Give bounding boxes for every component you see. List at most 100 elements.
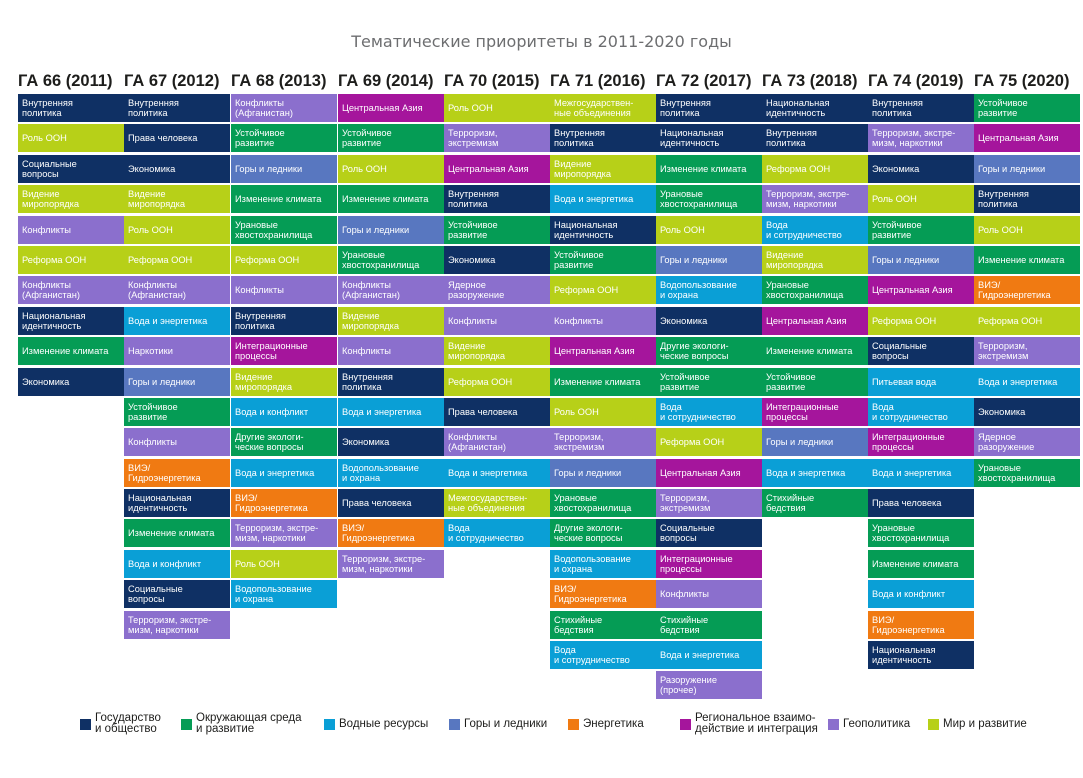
topic-cell: Роль ООН — [444, 94, 550, 122]
topic-cell: Роль ООН — [656, 215, 762, 244]
topic-cell: Другие экологи- ческие вопросы — [656, 337, 762, 366]
topic-cell: Внутренняя политика — [762, 124, 868, 153]
topic-cell: Вода и сотрудничество — [656, 397, 762, 426]
topic-cell: Питьевая вода — [868, 367, 974, 396]
topic-cell: Права человека — [338, 489, 444, 518]
topic-cell: ВИЭ/ Гидроэнергетика — [550, 580, 656, 609]
topic-cell: Стихийные бедствия — [550, 610, 656, 639]
legend-swatch — [449, 718, 460, 730]
legend-label: Геополитика — [843, 717, 911, 730]
topic-cell: Социальные вопросы — [18, 154, 124, 183]
topic-cell: Разоружение (прочее) — [656, 671, 762, 700]
topic-cell: Вода и энергетика — [762, 458, 868, 487]
topic-cell: Вода и энергетика — [124, 306, 230, 335]
legend-label: Горы и ледники — [464, 717, 548, 730]
legend-swatch — [324, 718, 335, 730]
topic-cell: Наркотики — [124, 337, 230, 366]
topic-cell: Реформа ООН — [762, 154, 868, 183]
legend-label: Региональное взаимо- действие и интеграц… — [695, 712, 818, 735]
topic-cell: Реформа ООН — [124, 245, 230, 274]
legend-item-energy: Энергетика — [568, 712, 644, 736]
topic-cell: Изменение климата — [124, 519, 230, 548]
topic-cell: Внутренняя политика — [18, 94, 124, 122]
topic-cell: Внутренняя политика — [338, 367, 444, 396]
topic-cell: Вода и энергетика — [231, 458, 337, 487]
topic-cell: Внутренняя политика — [550, 124, 656, 153]
legend-item-water: Водные ресурсы — [324, 712, 428, 736]
topic-cell: Конфликты — [124, 428, 230, 457]
legend-label: Энергетика — [583, 717, 644, 730]
column-header: ГА 75 (2020) — [974, 72, 1070, 90]
topic-cell: Внутренняя политика — [974, 185, 1080, 214]
topic-cell: Межгосударствен- ные объединения — [550, 94, 656, 122]
topic-cell: Социальные вопросы — [656, 519, 762, 548]
topic-cell: Вода и сотрудничество — [444, 519, 550, 548]
column-header: ГА 66 (2011) — [18, 72, 113, 90]
topic-cell: Горы и ледники — [762, 428, 868, 457]
topic-cell: Стихийные бедствия — [656, 610, 762, 639]
topic-cell: Конфликты — [444, 306, 550, 335]
topic-cell: Национальная идентичность — [124, 489, 230, 518]
topic-cell: Роль ООН — [550, 397, 656, 426]
topic-cell: Экономика — [124, 154, 230, 183]
topic-cell: Центральная Азия — [868, 276, 974, 305]
topic-cell: Видение миропорядка — [18, 185, 124, 214]
legend-item-peace: Мир и развитие — [928, 712, 1027, 736]
topic-cell: Интеграционные процессы — [762, 397, 868, 426]
column-1: ГА 66 (2011) Внутренняя политика Роль ООН С… — [18, 72, 124, 398]
topic-cell: Внутренняя политика — [868, 94, 974, 122]
topic-cell: Водопользование и охрана — [231, 580, 337, 609]
topic-cell: Терроризм, экстре- мизм, наркотики — [338, 549, 444, 578]
topic-cell: Видение миропорядка — [444, 337, 550, 366]
topic-cell: Горы и ледники — [656, 245, 762, 274]
column-header: ГА 73 (2018) — [762, 72, 858, 90]
legend-item-geo: Геополитика — [828, 712, 910, 736]
topic-cell: Центральная Азия — [974, 124, 1080, 153]
topic-cell: Реформа ООН — [444, 367, 550, 396]
topic-cell: Видение миропорядка — [762, 245, 868, 274]
topic-cell: ВИЭ/ Гидроэнергетика — [868, 610, 974, 639]
column-9: ГА 74 (2019) Внутренняя политика Терроризм… — [868, 72, 974, 671]
topic-cell: Устойчивое развитие — [974, 94, 1080, 122]
topic-cell: Национальная идентичность — [656, 124, 762, 153]
topic-cell: Видение миропорядка — [550, 154, 656, 183]
topic-cell: Реформа ООН — [974, 306, 1080, 335]
topic-cell: Урановые хвостохранилища — [974, 458, 1080, 487]
topic-cell: Экономика — [338, 428, 444, 457]
topic-cell: Вода и энергетика — [656, 641, 762, 670]
topic-cell: Конфликты — [656, 580, 762, 609]
topic-cell: Интеграционные процессы — [656, 549, 762, 578]
topic-cell: Горы и ледники — [868, 245, 974, 274]
topic-cell: Внутренняя политика — [231, 306, 337, 335]
topic-cell: Роль ООН — [231, 549, 337, 578]
legend-swatch — [181, 718, 192, 730]
topic-cell: Интеграционные процессы — [231, 337, 337, 366]
topic-cell: Вода и сотрудничество — [868, 397, 974, 426]
column-header: ГА 70 (2015) — [444, 72, 540, 90]
topic-cell: Урановые хвостохранилища — [550, 489, 656, 518]
topic-cell: Внутренняя политика — [444, 185, 550, 214]
topic-cell: Ядерное разоружение — [444, 276, 550, 305]
topic-cell: Терроризм, экстре- мизм, наркотики — [762, 185, 868, 214]
column-header: ГА 71 (2016) — [550, 72, 646, 90]
column-header: ГА 68 (2013) — [231, 72, 327, 90]
column-8: ГА 73 (2018) Национальная идентичность Вну… — [762, 72, 868, 519]
topic-cell: Видение миропорядка — [338, 306, 444, 335]
legend-swatch — [680, 718, 691, 730]
topic-cell: Центральная Азия — [338, 94, 444, 122]
topic-cell: Конфликты — [550, 306, 656, 335]
topic-cell: Изменение климата — [550, 367, 656, 396]
column-6: ГА 71 (2016) Межгосударствен- ные объедин… — [550, 72, 656, 671]
topic-cell: Конфликты — [18, 215, 124, 244]
legend-label: Окружающая среда и развитие — [196, 712, 302, 735]
topic-cell: Изменение климата — [762, 337, 868, 366]
topic-cell: Вода и сотрудничество — [550, 641, 656, 670]
topic-cell: Устойчивое развитие — [656, 367, 762, 396]
topic-cell: Роль ООН — [124, 215, 230, 244]
column-3: ГА 68 (2013) Конфликты (Афганистан) Устойч… — [231, 72, 337, 611]
topic-cell: Конфликты (Афганистан) — [444, 428, 550, 457]
column-7: ГА 72 (2017) Внутренняя политика Националь… — [656, 72, 762, 702]
topic-cell: Вода и энергетика — [550, 185, 656, 214]
topic-cell: Экономика — [974, 397, 1080, 426]
topic-cell: Терроризм, экстре- мизм, наркотики — [868, 124, 974, 153]
